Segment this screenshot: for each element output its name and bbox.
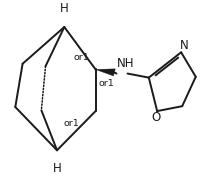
Text: NH: NH bbox=[117, 57, 135, 70]
Text: O: O bbox=[151, 111, 161, 124]
Text: H: H bbox=[60, 2, 69, 15]
Text: H: H bbox=[53, 162, 61, 175]
Text: or1: or1 bbox=[74, 53, 89, 62]
Text: or1: or1 bbox=[99, 79, 114, 88]
Text: N: N bbox=[180, 39, 189, 52]
Polygon shape bbox=[96, 69, 115, 76]
Text: or1: or1 bbox=[63, 119, 79, 128]
